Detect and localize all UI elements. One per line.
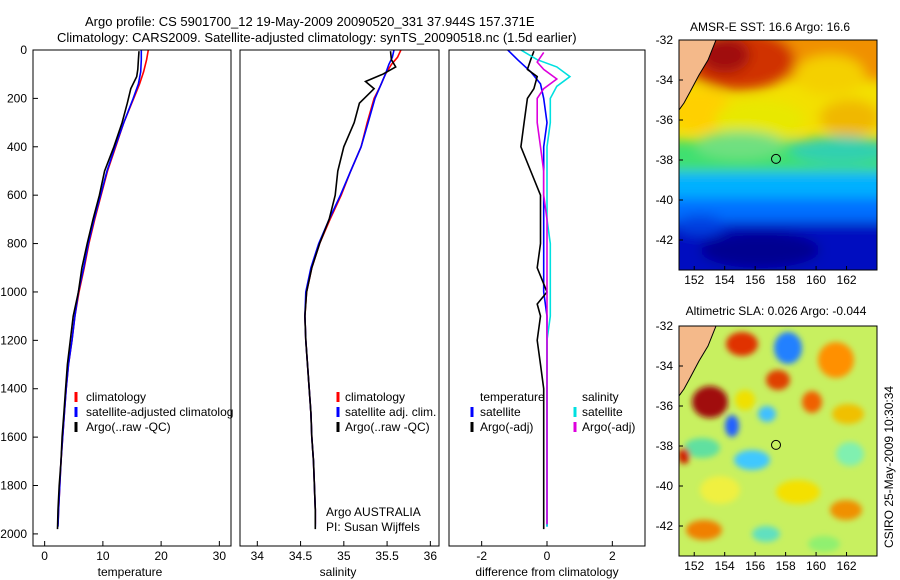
salinity-axes-box: [239, 49, 440, 547]
series-line-salinity-argo-adj-: [536, 51, 559, 525]
y-tick-label: -42: [656, 519, 674, 533]
y-tick-label: -38: [656, 153, 674, 167]
temperature-panel: 0 10 20 30 0 200 400 600 800 1000 1200 1400 1600 1800…: [0, 43, 233, 579]
y-tick-label: 2000: [0, 527, 27, 541]
x-tick-label: 34: [251, 549, 265, 563]
legend-label: Argo(..raw -QC): [86, 420, 171, 434]
series-line-satellite-adjusted-climatology: [57, 50, 143, 527]
sst-map-title: AMSR-E SST: 16.6 Argo: 16.6: [690, 20, 850, 34]
temperature-legend: climatology satellite-adjusted climatolo…: [74, 390, 233, 434]
legend-label: Argo(-adj): [480, 420, 533, 434]
header-line-1: Argo profile: CS 5901700_12 19-May-2009 …: [85, 14, 535, 29]
legend-title-temperature: temperature: [480, 390, 545, 404]
y-tick-label: -32: [656, 33, 674, 47]
legend-label: climatology: [345, 390, 405, 404]
y-tick-label: 200: [7, 91, 27, 105]
difference-legend: temperature salinity satellite Argo(-adj…: [470, 390, 635, 434]
x-tick-label: 154: [715, 273, 735, 287]
credit-label: CSIRO 25-May-2009 10:30:34: [882, 386, 896, 548]
y-tick-label: -38: [656, 439, 674, 453]
temperature-xlabel: temperature: [98, 565, 163, 579]
x-tick-label: 35: [337, 549, 351, 563]
legend-label: Argo(-adj): [582, 420, 635, 434]
x-tick-label: 10: [96, 549, 110, 563]
y-tick-label: 0: [20, 43, 27, 57]
sst-map: AMSR-E SST: 16.6 Argo: 16.6: [656, 20, 878, 287]
x-tick-label: 34.5: [289, 549, 313, 563]
difference-panel: -2 0 2 difference from climatology tempera…: [448, 49, 646, 579]
x-tick-label: 156: [745, 273, 765, 287]
x-tick-label: 0: [544, 549, 551, 563]
sla-map-field: [679, 326, 877, 556]
x-tick-label: 154: [715, 559, 735, 573]
y-tick-label: 400: [7, 140, 27, 154]
y-tick-label: -36: [656, 113, 674, 127]
series-line-climatology: [57, 50, 150, 525]
legend-label: satellite adj. clim.: [345, 405, 436, 419]
y-tick-label: 1800: [0, 479, 27, 493]
y-tick-label: -36: [656, 399, 674, 413]
y-tick-label: 1000: [0, 285, 27, 299]
y-tick-label: -40: [656, 193, 674, 207]
x-tick-label: 158: [776, 273, 796, 287]
y-tick-label: 1200: [0, 333, 27, 347]
x-tick-label: -2: [476, 549, 487, 563]
x-tick-label: 160: [806, 273, 826, 287]
x-tick-label: 152: [684, 273, 704, 287]
temperature-axes-box: [32, 49, 232, 547]
sst-map-frame: [678, 39, 878, 271]
y-tick-label: 1600: [0, 430, 27, 444]
y-tick-label: 1400: [0, 382, 27, 396]
x-tick-label: 30: [213, 549, 227, 563]
argo-pi-label: PI: Susan Wijffels: [326, 520, 420, 534]
header-line-2: Climatology: CARS2009. Satellite-adjuste…: [57, 30, 577, 45]
argo-program-label: Argo AUSTRALIA: [326, 505, 421, 519]
sla-map: Altimetric SLA: 0.026 Argo: -0.044: [656, 304, 878, 573]
x-tick-label: 162: [837, 559, 857, 573]
x-tick-label: 2: [609, 549, 616, 563]
sst-map-field: [679, 40, 877, 270]
y-tick-label: -32: [656, 319, 674, 333]
salinity-xlabel: salinity: [320, 565, 357, 579]
series-line-temperature-satellite: [507, 50, 548, 527]
x-tick-label: 158: [776, 559, 796, 573]
legend-label: satellite-adjusted climatolog: [86, 405, 233, 419]
y-tick-label: -34: [656, 73, 674, 87]
series-line-temperature-argo-adj-: [520, 50, 548, 530]
legend-label: climatology: [86, 390, 146, 404]
salinity-panel: 34 34.5 35 35.5 36 salinity climatology sate…: [239, 49, 440, 579]
y-tick-label: 600: [7, 188, 27, 202]
y-tick-label: -42: [656, 233, 674, 247]
x-tick-label: 35.5: [375, 549, 399, 563]
argo-position-marker: [771, 439, 781, 450]
x-tick-label: 0: [41, 549, 48, 563]
salinity-legend: climatology satellite adj. clim. Argo(..…: [336, 390, 436, 434]
legend-label: Argo(..raw -QC): [345, 420, 430, 434]
x-tick-label: 156: [745, 559, 765, 573]
difference-xlabel: difference from climatology: [475, 565, 618, 579]
x-tick-label: 36: [424, 549, 438, 563]
x-tick-label: 152: [684, 559, 704, 573]
y-tick-label: 800: [7, 237, 27, 251]
legend-title-salinity: salinity: [582, 390, 619, 404]
argo-position-marker: [771, 153, 781, 164]
series-line-argo-raw-qc-: [304, 51, 397, 530]
series-line-argo-raw-qc-: [56, 51, 140, 530]
legend-label: satellite: [582, 405, 623, 419]
x-tick-label: 20: [154, 549, 168, 563]
x-tick-label: 160: [806, 559, 826, 573]
sla-map-frame: [678, 325, 878, 557]
x-tick-label: 162: [837, 273, 857, 287]
y-tick-label: -40: [656, 479, 674, 493]
legend-label: satellite: [480, 405, 521, 419]
sla-map-title: Altimetric SLA: 0.026 Argo: -0.044: [686, 304, 867, 318]
y-tick-label: -34: [656, 359, 674, 373]
